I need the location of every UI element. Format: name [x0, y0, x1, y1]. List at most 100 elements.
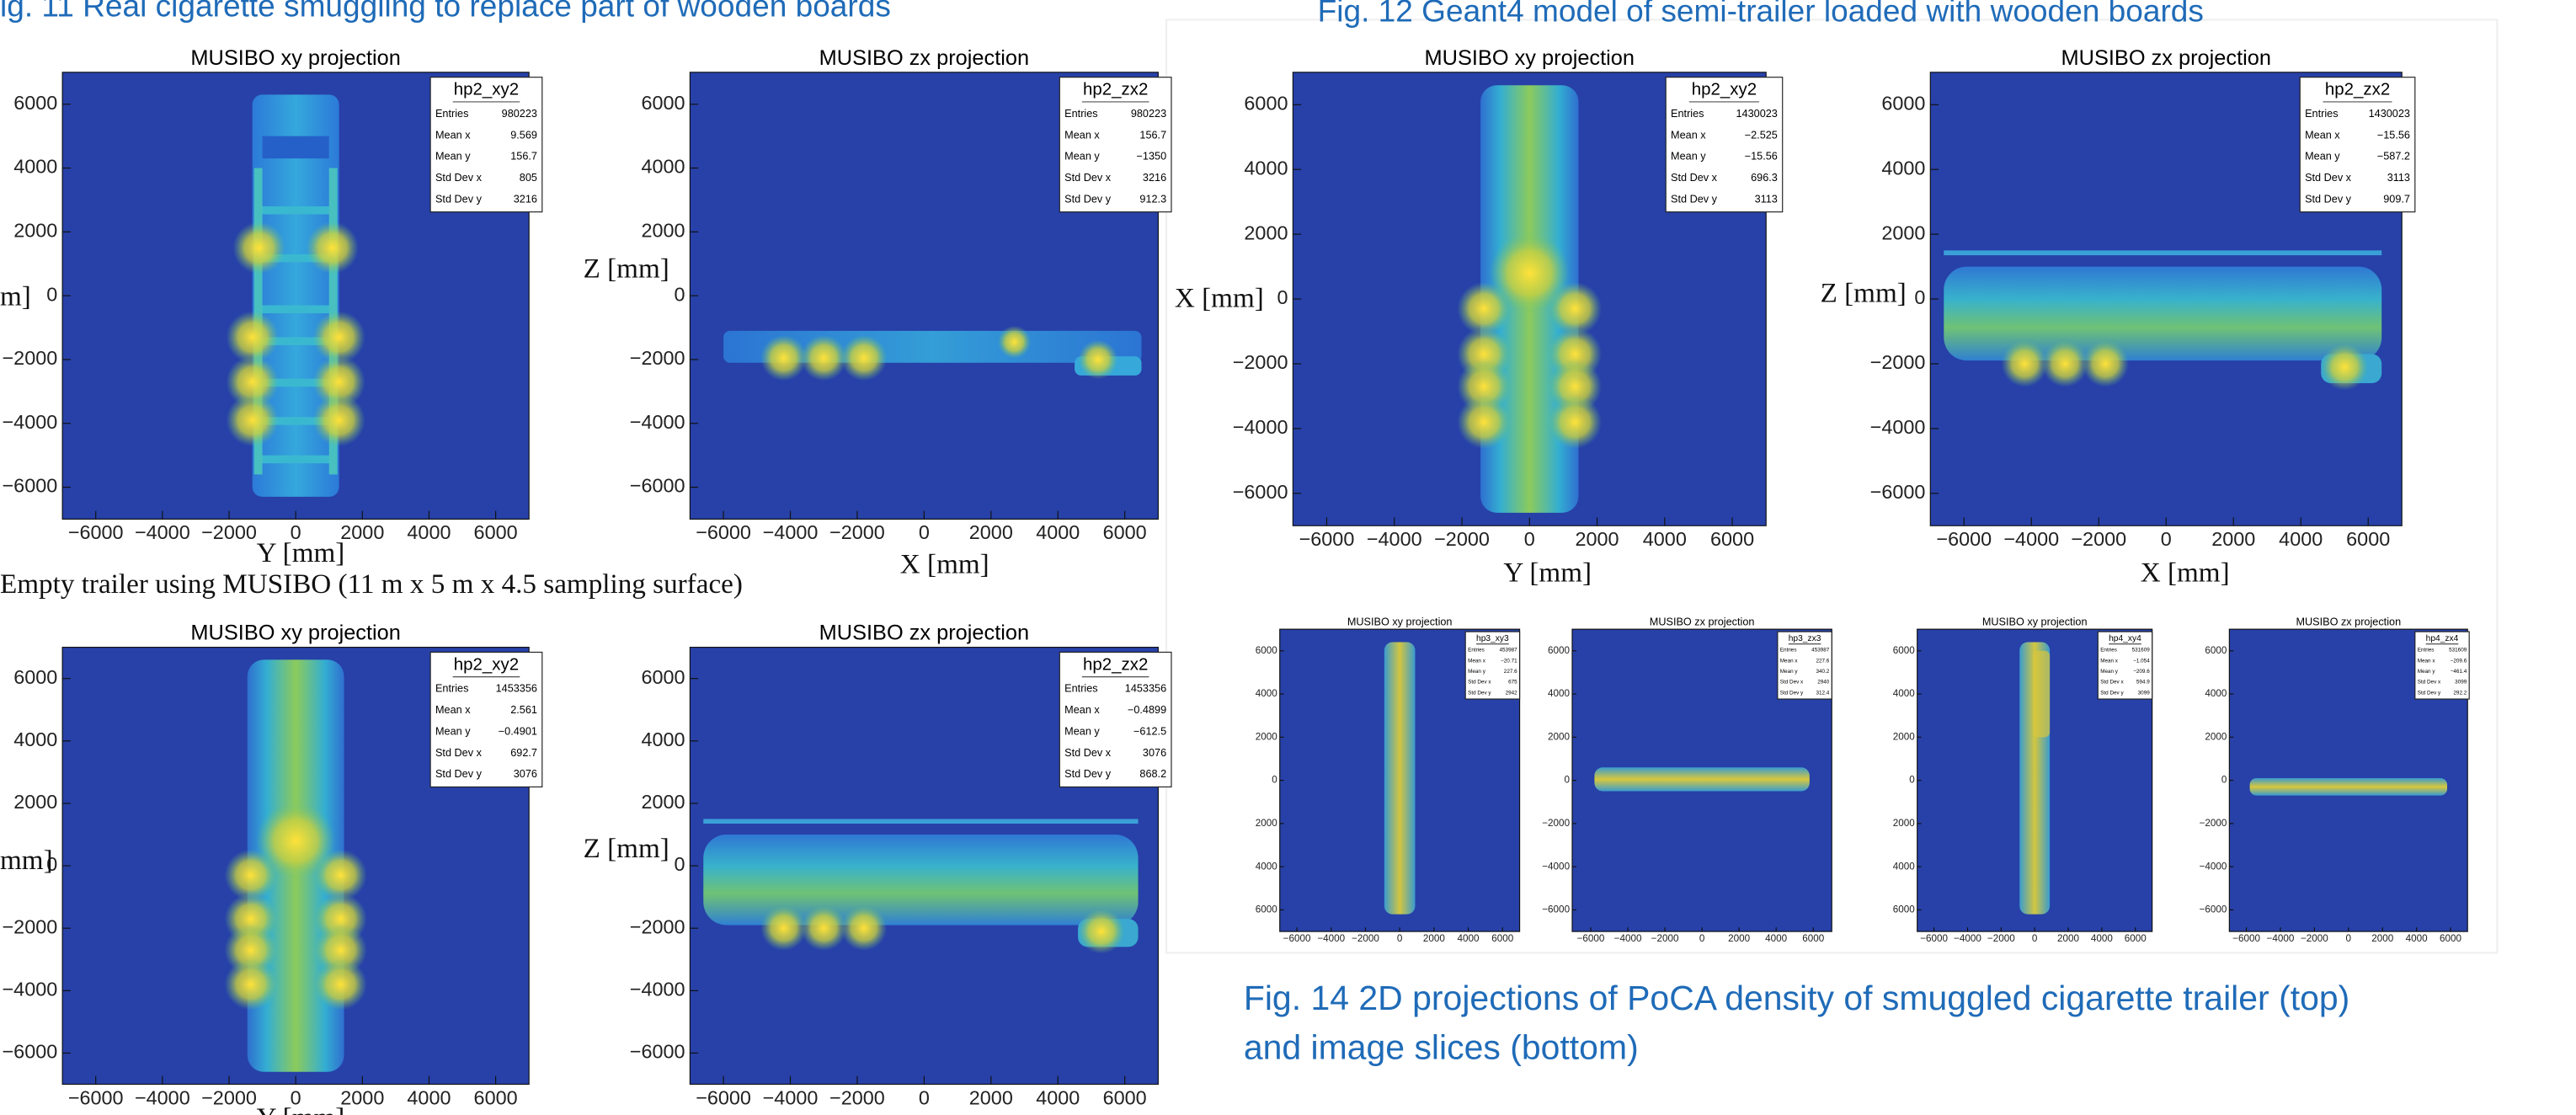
x-tick-label: 0 [291, 521, 301, 543]
stats-box [2299, 77, 2416, 213]
histogram-2d: MUSIBO xy projection 6000 4000 2000 0 −2000 −4… [0, 46, 543, 568]
stats-label: Mean x [2418, 658, 2436, 664]
stats-value: −2.525 [1745, 129, 1778, 141]
y-tick-label: 4000 [1548, 688, 1571, 699]
stats-value: 340.2 [1816, 669, 1829, 675]
hot-spot [226, 355, 279, 408]
y-tick-label: 4000 [13, 728, 57, 750]
y-tick-label: 0 [674, 853, 685, 875]
stats-name: hp2_xy2 [454, 80, 519, 99]
x-tick-label: −2000 [2301, 933, 2328, 944]
x-tick-label: 4000 [407, 521, 451, 543]
y-tick-label: −6000 [630, 1041, 685, 1063]
y-tick-label: −6000 [2200, 904, 2227, 915]
stats-label: Mean y [1671, 151, 1706, 163]
hot-spot [224, 958, 277, 1011]
y-axis-label: X [mm] [1175, 283, 1264, 314]
stats-label: Std Dev x [1064, 747, 1112, 759]
y-tick-label: −4000 [1870, 416, 1926, 438]
histogram-2d: MUSIBO zx projection 6000 4000 2000 0 −2000 −4… [2200, 616, 2470, 944]
x-tick-label: 4000 [2279, 528, 2323, 550]
stats-box [1665, 77, 1784, 213]
x-tick-label: −6000 [696, 521, 751, 543]
x-tick-label: −4000 [2003, 528, 2059, 550]
plot-title: MUSIBO zx projection [819, 46, 1029, 70]
histogram-2d: MUSIBO zx projection 6000 4000 2000 0 −2000 −4… [1821, 46, 2416, 588]
density-region [255, 253, 336, 263]
stats-label: Std Dev x [435, 747, 483, 759]
stats-value: 675 [1508, 680, 1517, 686]
y-tick-label: 2000 [13, 791, 57, 813]
x-tick-label: −2000 [1352, 933, 1379, 944]
stats-label: Mean x [1064, 704, 1100, 716]
stats-box [429, 77, 543, 213]
y-tick-label: −2000 [630, 347, 685, 369]
x-tick-label: −4000 [1614, 933, 1642, 944]
y-tick-label: 0 [1565, 775, 1571, 786]
y-tick-label: 0 [1914, 286, 1925, 308]
stats-label: Mean x [2100, 658, 2119, 664]
y-tick-label: 4000 [641, 728, 685, 750]
plot-title: MUSIBO zx projection [2061, 46, 2271, 70]
x-tick-label: 0 [2346, 933, 2352, 944]
y-tick-label: 2000 [641, 220, 685, 242]
stats-box [1059, 651, 1172, 788]
stats-value: 2942 [1506, 690, 1518, 696]
hot-spot [314, 958, 367, 1011]
stats-label: Std Dev y [435, 768, 483, 780]
x-tick-label: 4000 [1458, 933, 1480, 944]
y-tick-label: 2000 [2205, 731, 2227, 742]
stats-value: 2940 [1817, 680, 1830, 686]
plot-title: MUSIBO xy projection [1347, 616, 1453, 628]
y-tick-label: 0 [2221, 775, 2227, 786]
density-region [1944, 266, 2382, 361]
y-tick-label: 6000 [1893, 904, 1916, 915]
stats-value: 2.561 [510, 704, 537, 716]
x-tick-label: 4000 [1643, 528, 1687, 550]
stats-label: Mean x [1468, 658, 1486, 664]
stats-name: hp3_zx3 [1789, 634, 1821, 643]
x-tick-label: −6000 [1577, 933, 1605, 944]
x-tick-label: 4000 [1036, 521, 1080, 543]
hot-spot [840, 334, 888, 381]
stats-value: 696.3 [1751, 172, 1778, 184]
stats-value: −587.2 [2377, 151, 2410, 163]
stats-value: −612.5 [1133, 725, 1166, 737]
stats-label: Entries [2418, 648, 2435, 654]
y-axis-label: Z [mm] [584, 833, 669, 864]
stats-value: 3076 [1143, 747, 1166, 759]
x-tick-label: 4000 [1036, 1086, 1080, 1108]
y-tick-label: −2000 [1233, 351, 1288, 373]
hot-spot [1078, 339, 1118, 380]
stats-value: 912.3 [1139, 193, 1166, 205]
x-tick-label: 2000 [340, 1086, 384, 1108]
stats-label: Entries [435, 108, 468, 120]
plot-title: MUSIBO xy projection [190, 46, 400, 70]
stats-value: 156.7 [510, 151, 537, 163]
stats-box [1777, 631, 1832, 700]
x-tick-label: −4000 [2267, 933, 2295, 944]
stats-box [1059, 77, 1172, 213]
stats-value: 312.4 [1816, 690, 1829, 696]
x-tick-label: −6000 [68, 521, 124, 543]
histogram-2d: MUSIBO xy projection 6000 4000 2000 0 2000 400… [1893, 616, 2153, 944]
x-tick-label: 0 [2032, 933, 2038, 944]
stats-label: Std Dev y [1780, 690, 1804, 696]
histogram-2d: MUSIBO zx projection 6000 4000 2000 0 −2000 −4… [1542, 616, 1832, 944]
hot-spot [1489, 232, 1570, 313]
x-tick-label: 0 [2161, 528, 2172, 550]
y-tick-label: −2000 [3, 347, 58, 369]
x-tick-label: 0 [919, 521, 930, 543]
hot-spot [1548, 395, 1603, 449]
stats-value: 156.7 [1139, 129, 1166, 141]
x-tick-label: −6000 [1920, 933, 1948, 944]
stats-label: Entries [1671, 108, 1704, 120]
y-tick-label: −2000 [630, 915, 685, 937]
hot-spot [760, 905, 807, 951]
x-tick-label: 6000 [2346, 528, 2390, 550]
x-tick-label: −2000 [1651, 933, 1679, 944]
density-region [1944, 250, 2382, 256]
y-tick-label: 2000 [1256, 818, 1278, 829]
y-tick-label: −6000 [1233, 481, 1288, 503]
x-tick-label: −2000 [201, 1086, 257, 1108]
